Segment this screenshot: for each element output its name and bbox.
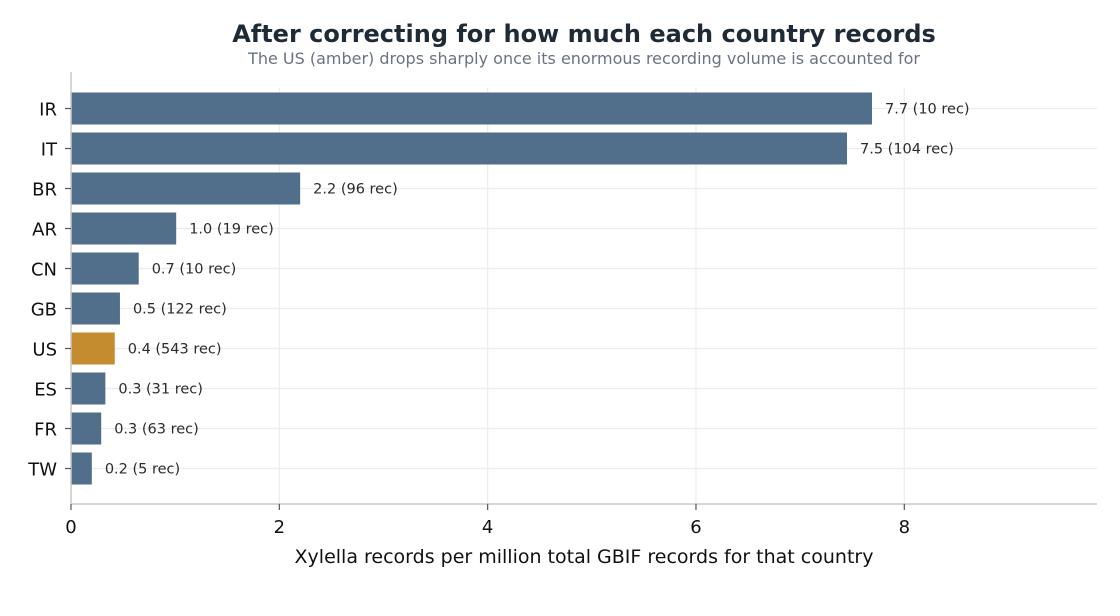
bar-es bbox=[71, 372, 106, 405]
data-label-gb: 0.5 (122 rec) bbox=[133, 302, 227, 318]
bars: 7.7 (10 rec) 7.5 (104 rec) 2.2 (96 rec) 1.0… bbox=[71, 92, 970, 485]
data-label-es: 0.3 (31 rec) bbox=[118, 382, 203, 398]
x-tick-label-3: 6 bbox=[690, 517, 701, 538]
chart-title: After correcting for how much each count… bbox=[232, 20, 936, 48]
bar-gb bbox=[71, 292, 120, 325]
bar-fr bbox=[71, 412, 102, 445]
data-label-br: 2.2 (96 rec) bbox=[313, 182, 398, 198]
y-tick-label-cn: CN bbox=[31, 260, 57, 281]
y-tick-label-gb: GB bbox=[31, 300, 57, 321]
bar-tw bbox=[71, 452, 92, 485]
y-tick-label-it: IT bbox=[41, 140, 58, 161]
bar-ar bbox=[71, 212, 177, 245]
y-tick-label-tw: TW bbox=[27, 460, 57, 481]
bar-us bbox=[71, 332, 115, 365]
x-tick-label-0: 0 bbox=[65, 517, 76, 538]
data-label-cn: 0.7 (10 rec) bbox=[152, 262, 237, 278]
data-label-ar: 1.0 (19 rec) bbox=[189, 222, 274, 238]
y-tick-label-es: ES bbox=[34, 380, 57, 401]
data-label-fr: 0.3 (63 rec) bbox=[114, 422, 199, 438]
chart-subtitle: The US (amber) drops sharply once its en… bbox=[247, 49, 920, 68]
axes: IR IT BR AR CN GB US ES FR TW 0 2 4 6 8 bbox=[27, 72, 1097, 538]
y-tick-label-us: US bbox=[32, 340, 57, 361]
data-label-us: 0.4 (543 rec) bbox=[128, 342, 222, 358]
x-axis-label: Xylella records per million total GBIF r… bbox=[295, 546, 874, 568]
data-label-it: 7.5 (104 rec) bbox=[860, 142, 954, 158]
data-label-ir: 7.7 (10 rec) bbox=[885, 102, 970, 118]
bar-it bbox=[71, 132, 848, 165]
x-tick-label-4: 8 bbox=[899, 517, 910, 538]
y-tick-label-br: BR bbox=[32, 180, 57, 201]
y-tick-label-ar: AR bbox=[32, 220, 57, 241]
x-tick-label-1: 2 bbox=[274, 517, 285, 538]
y-tick-label-ir: IR bbox=[39, 100, 57, 121]
data-label-tw: 0.2 (5 rec) bbox=[105, 462, 180, 478]
bar-br bbox=[71, 172, 301, 205]
y-tick-label-fr: FR bbox=[34, 420, 57, 441]
x-tick-label-2: 4 bbox=[482, 517, 493, 538]
bar-cn bbox=[71, 252, 139, 285]
bar-ir bbox=[71, 92, 873, 125]
